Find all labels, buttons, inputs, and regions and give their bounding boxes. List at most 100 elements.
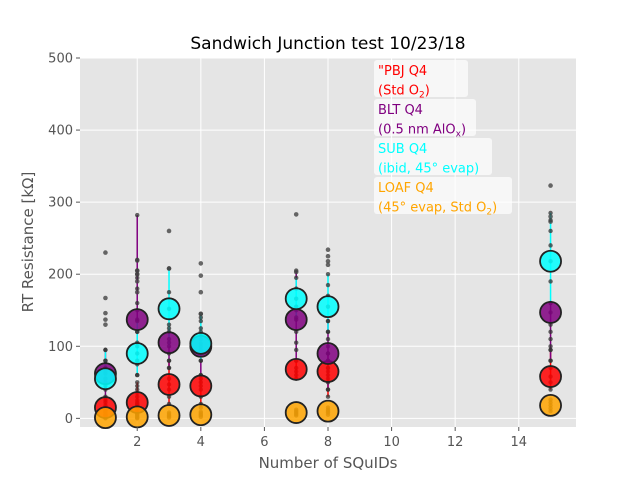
- median-marker: [157, 331, 181, 355]
- legend-tail: ): [492, 201, 497, 216]
- median-marker: [189, 331, 213, 355]
- raw-data-point: [135, 275, 140, 281]
- outlier-point: [103, 295, 108, 301]
- raw-data-point: [325, 329, 331, 335]
- outlier-point: [103, 322, 108, 327]
- legend-line1: LOAF Q4: [378, 181, 434, 196]
- median-marker: [316, 295, 340, 319]
- y-axis-label: RT Resistance [kΩ]: [19, 172, 37, 313]
- x-tick-label: 12: [447, 435, 464, 450]
- outlier-point: [166, 266, 172, 271]
- raw-data-point: [166, 290, 172, 295]
- median-marker: [157, 404, 181, 427]
- legend-line1: "PBJ Q4: [378, 64, 427, 79]
- legend-line2: (0.5 nm AlOx): [378, 123, 466, 140]
- outlier-point: [134, 268, 140, 273]
- median-marker: [94, 367, 117, 391]
- raw-data-point: [294, 275, 299, 281]
- x-tick-label: 2: [133, 435, 141, 450]
- median-marker: [125, 405, 149, 429]
- outlier-point: [198, 311, 204, 317]
- y-tick-label: 300: [48, 196, 73, 211]
- x-tick-label: 4: [197, 435, 205, 450]
- raw-data-point: [548, 387, 553, 392]
- outlier-point: [103, 317, 108, 322]
- raw-data-point: [548, 358, 553, 363]
- y-tick-label: 200: [48, 268, 73, 283]
- legend-line2-text: (0.5 nm AlO: [378, 123, 456, 138]
- outlier-point: [134, 289, 140, 295]
- median-marker: [284, 308, 308, 332]
- outlier-point: [293, 212, 299, 217]
- outlier-point: [325, 253, 331, 259]
- median-marker: [125, 342, 149, 365]
- legend-box: [374, 99, 476, 136]
- raw-data-point: [548, 228, 553, 234]
- raw-data-point: [135, 372, 140, 378]
- median-marker: [539, 393, 562, 417]
- raw-data-point: [325, 318, 331, 324]
- outlier-point: [325, 258, 331, 264]
- raw-data-point: [294, 340, 299, 345]
- raw-data-point: [325, 272, 331, 277]
- outlier-point: [548, 214, 553, 219]
- raw-data-point: [103, 347, 108, 353]
- legend-line2: (ibid, 45° evap): [378, 162, 479, 177]
- outlier-point: [293, 269, 299, 275]
- raw-data-point: [103, 358, 108, 363]
- outlier-point: [325, 262, 331, 268]
- legend-subscript: 2: [486, 208, 492, 218]
- legend-box: [374, 177, 512, 214]
- median-marker: [539, 249, 562, 273]
- tick-labels: 2 4 6 8 10 12 14 0 100 200 300 400 500: [48, 52, 527, 451]
- outlier-point: [198, 289, 204, 295]
- raw-data-point: [166, 365, 172, 371]
- raw-data-point: [166, 326, 172, 331]
- raw-data-point: [198, 318, 204, 324]
- legend-box: [374, 138, 492, 175]
- x-tick-label: 6: [260, 435, 268, 450]
- raw-data-point: [548, 344, 553, 349]
- outlier-point: [325, 247, 331, 253]
- outlier-point: [198, 273, 204, 278]
- raw-data-point: [548, 336, 553, 342]
- legend-line2-text: (45° evap, Std O: [378, 201, 486, 216]
- legend: "PBJ Q4(Std O2)BLT Q4(0.5 nm AlOx)SUB Q4…: [374, 60, 512, 218]
- legend-line2: (Std O2): [378, 84, 430, 101]
- outlier-point: [548, 219, 553, 224]
- raw-data-point: [325, 336, 331, 342]
- median-marker: [539, 365, 562, 388]
- median-marker: [284, 287, 308, 311]
- median-marker: [316, 399, 340, 423]
- raw-data-point: [294, 347, 299, 353]
- raw-data-point: [548, 347, 553, 353]
- legend-box: [374, 60, 468, 97]
- x-tick-label: 8: [324, 435, 332, 450]
- median-marker: [157, 297, 181, 321]
- legend-line2: (45° evap, Std O2): [378, 201, 497, 218]
- outlier-point: [134, 258, 140, 263]
- median-markers: [94, 249, 562, 430]
- outlier-point: [198, 261, 204, 266]
- raw-data-point: [548, 210, 553, 216]
- outlier-point: [103, 310, 108, 316]
- outlier-point: [103, 250, 108, 255]
- median-marker: [157, 373, 181, 396]
- legend-tail: ): [461, 123, 466, 138]
- median-marker: [316, 342, 340, 365]
- legend-subscript: 2: [419, 91, 425, 101]
- legend-tail: ): [425, 84, 430, 99]
- outlier-point: [548, 183, 553, 188]
- x-tick-label: 10: [383, 435, 400, 450]
- median-marker: [125, 308, 149, 332]
- raw-data-point: [135, 300, 140, 306]
- median-marker: [284, 401, 308, 424]
- outlier-point: [134, 279, 140, 284]
- raw-data-point: [135, 286, 140, 291]
- y-tick-label: 500: [48, 52, 73, 67]
- raw-data-point: [548, 329, 553, 335]
- median-marker: [189, 403, 213, 427]
- legend-line1: SUB Q4: [378, 142, 427, 157]
- outlier-point: [134, 271, 140, 277]
